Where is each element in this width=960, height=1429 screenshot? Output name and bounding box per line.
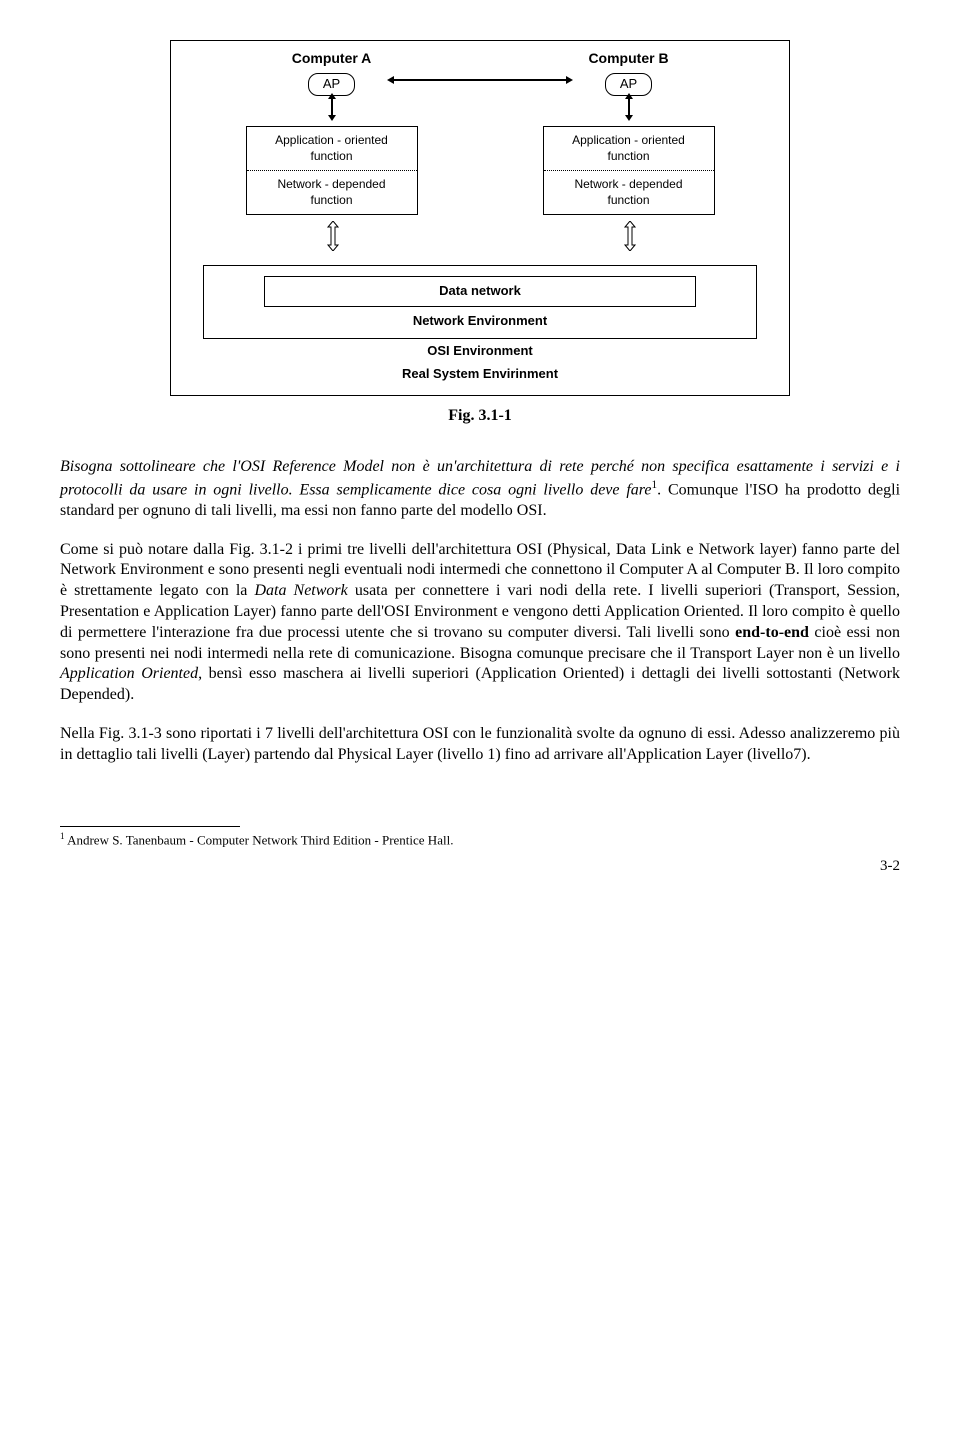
para2-italic-1: Data Network [254,582,347,599]
para2-bold: end-to-end [735,624,809,641]
app-oriented-b: Application - oriented function [544,127,714,170]
arrow-vert-icon [331,98,333,116]
paragraph-2: Come si può notare dalla Fig. 3.1-2 i pr… [60,540,900,706]
computer-a-title: Computer A [292,49,372,67]
arrow-vert-icon [628,98,630,116]
stack-a: Application - oriented function Network … [246,126,418,215]
footnote: 1 Andrew S. Tanenbaum - Computer Network… [60,831,900,849]
ap-link-arrow [393,79,567,81]
hollow-arrow-icon [325,221,339,249]
hollow-arrow-icon [622,221,636,249]
stack-b: Application - oriented function Network … [543,126,715,215]
network-env-box: Data network Network Environment [203,265,757,339]
computer-b-title: Computer B [588,49,668,67]
para2-italic-2: Application Oriented [60,665,198,682]
app-oriented-a: Application - oriented function [247,127,417,170]
net-depended-a: Network - depended function [247,170,417,214]
data-network-box: Data network [264,276,696,307]
figure-caption: Fig. 3.1-1 [60,406,900,427]
page-number: 3-2 [60,857,900,877]
network-env-label: Network Environment [224,313,736,330]
footnote-text: Andrew S. Tanenbaum - Computer Network T… [65,832,454,847]
footnote-separator [60,826,240,827]
paragraph-1: Bisogna sottolineare che l'OSI Reference… [60,457,900,522]
net-depended-b: Network - depended function [544,170,714,214]
osi-env-label: OSI Environment [183,343,777,360]
real-system-env-label: Real System Envirinment [183,366,777,383]
osi-diagram: Computer A AP Application - oriented fun… [170,40,790,396]
paragraph-3: Nella Fig. 3.1-3 sono riportati i 7 live… [60,724,900,766]
